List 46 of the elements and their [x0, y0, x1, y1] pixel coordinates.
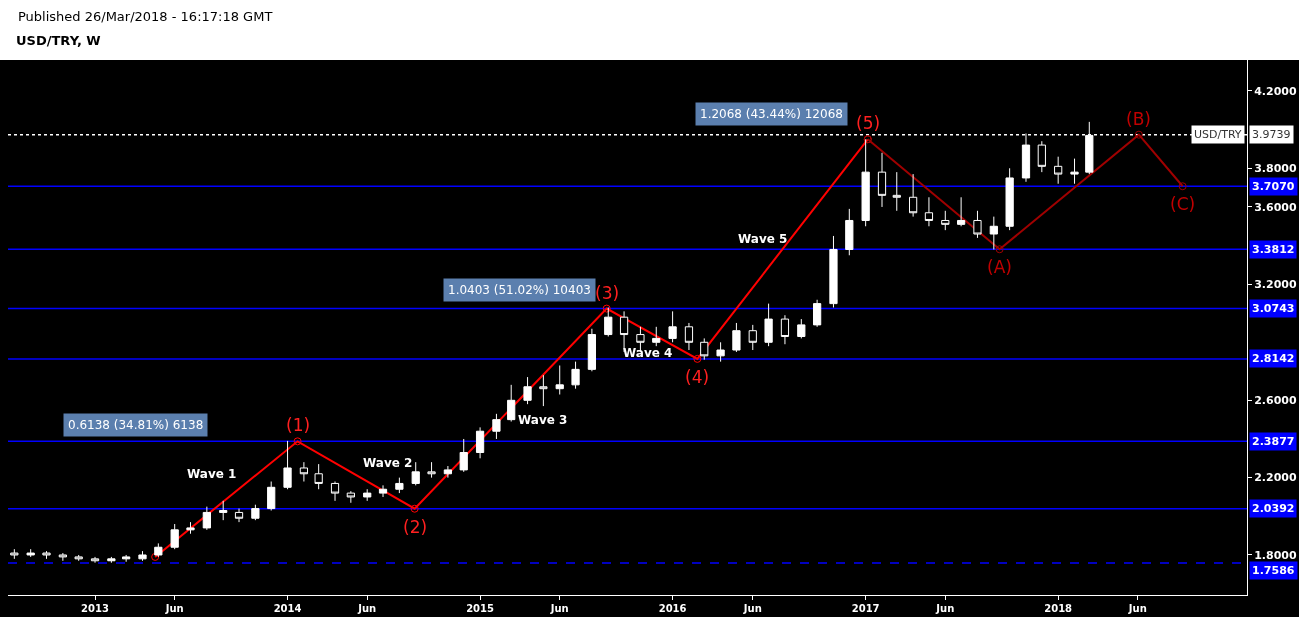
- annotation: (5): [856, 113, 881, 133]
- x-tick-label: 2016: [658, 603, 687, 614]
- y-tick-label: 4.2000: [1254, 84, 1297, 98]
- annotation: 0.6138 (34.81%) 6138: [68, 418, 204, 432]
- chart-title: USD/TRY, W: [16, 32, 101, 48]
- x-tick-label: Jun: [935, 603, 955, 614]
- annotation: Wave 4: [623, 346, 673, 360]
- annotation: Wave 1: [187, 467, 237, 481]
- y-tick-label: 2.2000: [1254, 471, 1297, 485]
- x-tick-label: 2014: [273, 603, 302, 614]
- x-tick-label: 2017: [851, 603, 880, 614]
- ref-line-label: 3.9739: [1252, 128, 1291, 141]
- text: Published 26/Mar/2018 - 16:17:18 GMT: [18, 9, 273, 24]
- y-tick-label: 3.6000: [1254, 200, 1297, 214]
- annotation: (A): [987, 257, 1012, 277]
- annotation: (1): [286, 415, 311, 435]
- x-tick-label: Jun: [357, 603, 377, 614]
- y-tick-label: 3.8000: [1254, 162, 1297, 176]
- ref-line-label: 3.7070: [1252, 180, 1295, 193]
- ref-line-label: 3.0743: [1252, 302, 1295, 315]
- annotation: Wave 2: [363, 456, 413, 470]
- y-tick-label: 1.8000: [1254, 548, 1297, 562]
- x-tick-label: Jun: [1127, 603, 1147, 614]
- annotation: USD/TRY: [1194, 128, 1242, 141]
- annotation: (4): [685, 367, 710, 387]
- x-tick-label: 2018: [1044, 603, 1073, 614]
- ref-line-label: 2.0392: [1252, 502, 1295, 515]
- x-tick-label: Jun: [164, 603, 184, 614]
- ref-line-label: 2.3877: [1252, 435, 1295, 448]
- annotation: (B): [1126, 109, 1151, 129]
- annotation: Wave 3: [518, 413, 568, 427]
- x-tick-label: Jun: [742, 603, 762, 614]
- ref-line-label: 1.7586: [1252, 564, 1295, 577]
- y-tick-label: 2.6000: [1254, 394, 1297, 408]
- annotation: Wave 5: [738, 232, 788, 246]
- y-tick-label: 3.2000: [1254, 278, 1297, 292]
- annotation: (3): [595, 283, 620, 303]
- annotation: (C): [1170, 194, 1196, 214]
- x-tick-label: 2013: [81, 603, 109, 614]
- annotation: (2): [403, 517, 428, 537]
- annotation: 1.0403 (51.02%) 10403: [448, 283, 591, 297]
- ref-line-label: 3.3812: [1252, 243, 1295, 256]
- ref-line-label: 2.8142: [1252, 352, 1295, 365]
- x-tick-label: Jun: [549, 603, 569, 614]
- annotation: 1.2068 (43.44%) 12068: [700, 107, 843, 121]
- x-tick-label: 2015: [466, 603, 495, 614]
